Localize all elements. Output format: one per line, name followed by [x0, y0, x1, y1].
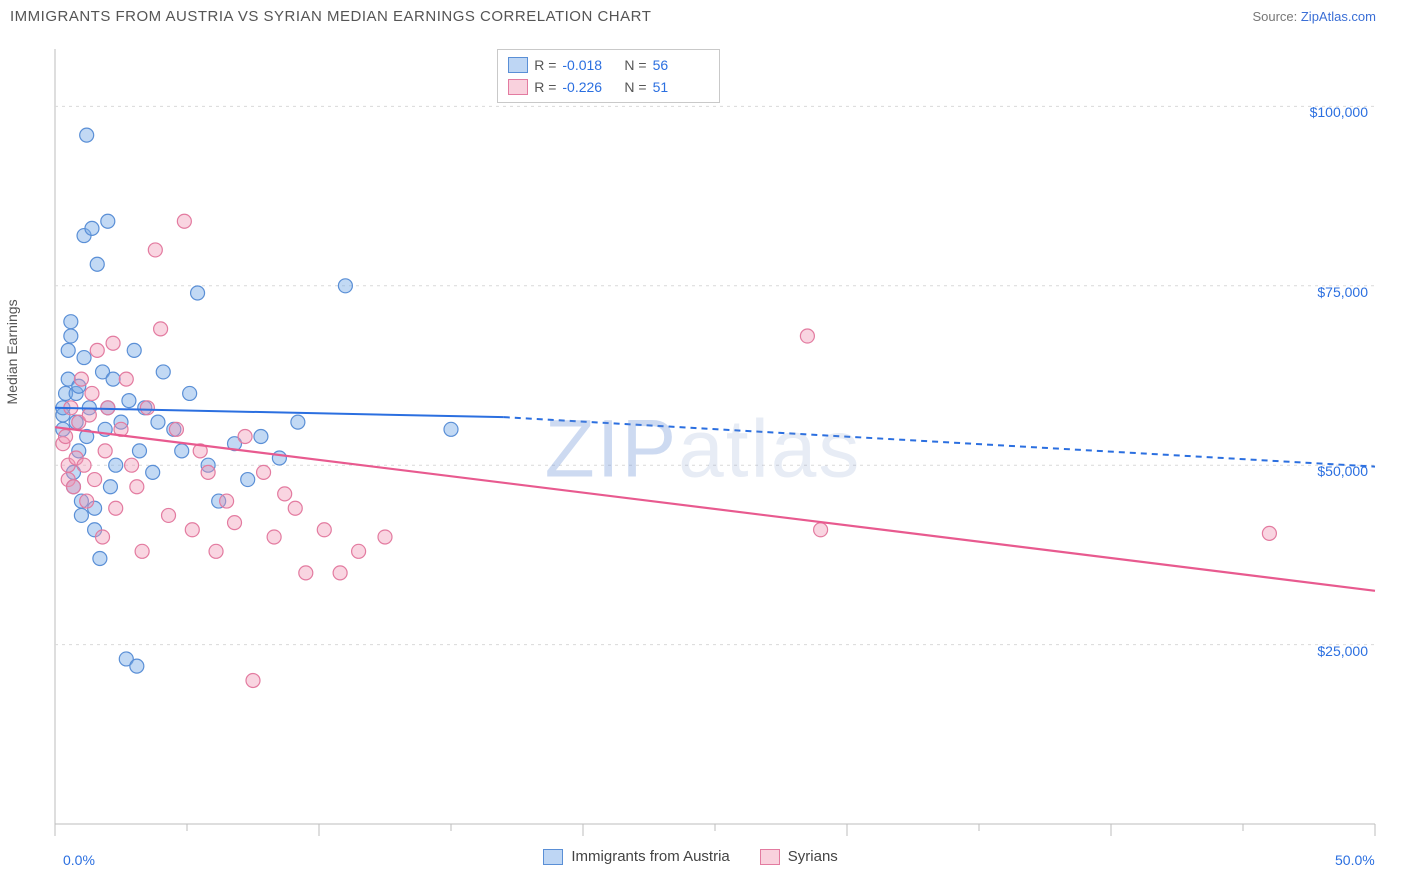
chart-header: IMMIGRANTS FROM AUSTRIA VS SYRIAN MEDIAN… — [0, 0, 1406, 29]
legend-n-value: 56 — [653, 57, 709, 73]
y-tick-label: $100,000 — [1310, 104, 1368, 120]
y-tick-label: $25,000 — [1317, 643, 1368, 659]
scatter-plot — [10, 29, 1395, 884]
y-tick-label: $75,000 — [1317, 284, 1368, 300]
legend-stats: R = -0.018 N = 56 R = -0.226 N = 51 — [497, 49, 719, 103]
legend-r-value: -0.018 — [562, 57, 618, 73]
legend-swatch — [760, 849, 780, 865]
chart-area: Median Earnings ZIPatlas $25,000$50,000$… — [10, 29, 1396, 884]
legend-series: Immigrants from Austria Syrians — [543, 848, 837, 865]
y-tick-label: $50,000 — [1317, 463, 1368, 479]
x-tick-label: 50.0% — [1335, 852, 1375, 868]
source-credit: Source: ZipAtlas.com — [1252, 9, 1376, 24]
legend-swatch — [508, 57, 528, 73]
legend-r-value: -0.226 — [562, 79, 618, 95]
legend-swatch — [508, 79, 528, 95]
legend-swatch — [543, 849, 563, 865]
x-tick-label: 0.0% — [63, 852, 95, 868]
chart-title: IMMIGRANTS FROM AUSTRIA VS SYRIAN MEDIAN… — [10, 8, 651, 25]
source-link[interactable]: ZipAtlas.com — [1301, 9, 1376, 24]
y-axis-label: Median Earnings — [4, 299, 20, 404]
legend-series-label: Syrians — [788, 848, 838, 865]
legend-n-value: 51 — [653, 79, 709, 95]
legend-series-label: Immigrants from Austria — [571, 848, 729, 865]
